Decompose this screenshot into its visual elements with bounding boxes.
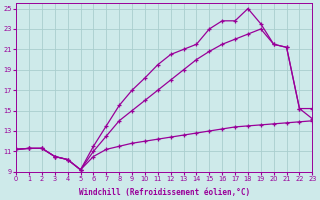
X-axis label: Windchill (Refroidissement éolien,°C): Windchill (Refroidissement éolien,°C) <box>79 188 250 197</box>
